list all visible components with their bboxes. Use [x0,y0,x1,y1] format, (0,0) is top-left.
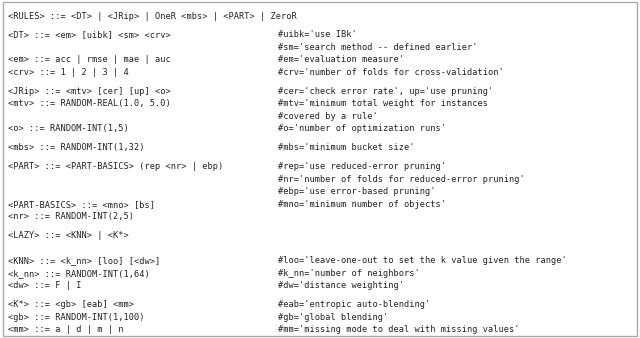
Text: #k_nn='number of neighbors': #k_nn='number of neighbors' [278,269,420,278]
Text: <o> ::= RANDOM-INT(1,5): <o> ::= RANDOM-INT(1,5) [8,124,129,134]
Text: #mno='minimum number of objects': #mno='minimum number of objects' [278,200,447,209]
Text: #cer='check error rate', up='use pruning': #cer='check error rate', up='use pruning… [278,87,493,96]
Text: <PART-BASICS> ::= <mno> [bs]: <PART-BASICS> ::= <mno> [bs] [8,200,156,209]
Text: #mbs='minimum bucket size': #mbs='minimum bucket size' [278,143,415,152]
Text: #mm='missing mode to deal with missing values': #mm='missing mode to deal with missing v… [278,325,520,334]
Text: #rep='use reduced-error pruning': #rep='use reduced-error pruning' [278,162,447,171]
Text: <mbs> ::= RANDOM-INT(1,32): <mbs> ::= RANDOM-INT(1,32) [8,143,145,152]
Text: <nr> ::= RANDOM-INT(2,5): <nr> ::= RANDOM-INT(2,5) [8,212,134,221]
Text: <RULES> ::= <DT> | <JRip> | OneR <mbs> | <PART> | ZeroR: <RULES> ::= <DT> | <JRip> | OneR <mbs> |… [8,12,297,21]
Text: <DT> ::= <em> [uibk] <sm> <crv>: <DT> ::= <em> [uibk] <sm> <crv> [8,30,171,40]
Text: <mm> ::= a | d | m | n: <mm> ::= a | d | m | n [8,325,124,334]
Text: <PART> ::= <PART-BASICS> (rep <nr> | ebp): <PART> ::= <PART-BASICS> (rep <nr> | ebp… [8,162,223,171]
Text: <dw> ::= F | I: <dw> ::= F | I [8,281,82,290]
Text: #loo='leave-one-out to set the k value given the range': #loo='leave-one-out to set the k value g… [278,256,567,265]
Text: #nr='number of folds for reduced-error pruning': #nr='number of folds for reduced-error p… [278,175,525,184]
Text: <KNN> ::= <k_nn> [loo] [<dw>]: <KNN> ::= <k_nn> [loo] [<dw>] [8,256,161,265]
Text: <k_nn> ::= RANDOM-INT(1,64): <k_nn> ::= RANDOM-INT(1,64) [8,269,150,278]
Text: <LAZY> ::= <KNN> | <K*>: <LAZY> ::= <KNN> | <K*> [8,231,129,240]
Text: <JRip> ::= <mtv> [cer] [up] <o>: <JRip> ::= <mtv> [cer] [up] <o> [8,87,171,96]
Text: #sm='search method -- defined earlier': #sm='search method -- defined earlier' [278,43,478,52]
Text: #o='number of optimization runs': #o='number of optimization runs' [278,124,447,134]
Text: <crv> ::= 1 | 2 | 3 | 4: <crv> ::= 1 | 2 | 3 | 4 [8,68,129,77]
Text: #crv='number of folds for cross-validation': #crv='number of folds for cross-validati… [278,68,504,77]
Text: #eab='entropic auto-blending': #eab='entropic auto-blending' [278,300,431,309]
Text: #ebp='use error-based pruning': #ebp='use error-based pruning' [278,187,436,196]
Text: #gb='global blending': #gb='global blending' [278,313,388,322]
Text: #dw='distance weighting': #dw='distance weighting' [278,281,404,290]
Text: #covered by a rule': #covered by a rule' [278,112,378,121]
Text: <em> ::= acc | rmse | mae | auc: <em> ::= acc | rmse | mae | auc [8,55,171,65]
Text: <gb> ::= RANDOM-INT(1,100): <gb> ::= RANDOM-INT(1,100) [8,313,145,322]
Text: #mtv='minimum total weight for instances: #mtv='minimum total weight for instances [278,99,488,108]
Text: <mtv> ::= RANDOM-REAL(1.0, 5.0): <mtv> ::= RANDOM-REAL(1.0, 5.0) [8,99,171,108]
Text: #em='evaluation measure': #em='evaluation measure' [278,55,404,65]
FancyBboxPatch shape [3,2,637,336]
Text: #uibk='use IBk': #uibk='use IBk' [278,30,357,40]
Text: <K*> ::= <gb> [eab] <mm>: <K*> ::= <gb> [eab] <mm> [8,300,134,309]
